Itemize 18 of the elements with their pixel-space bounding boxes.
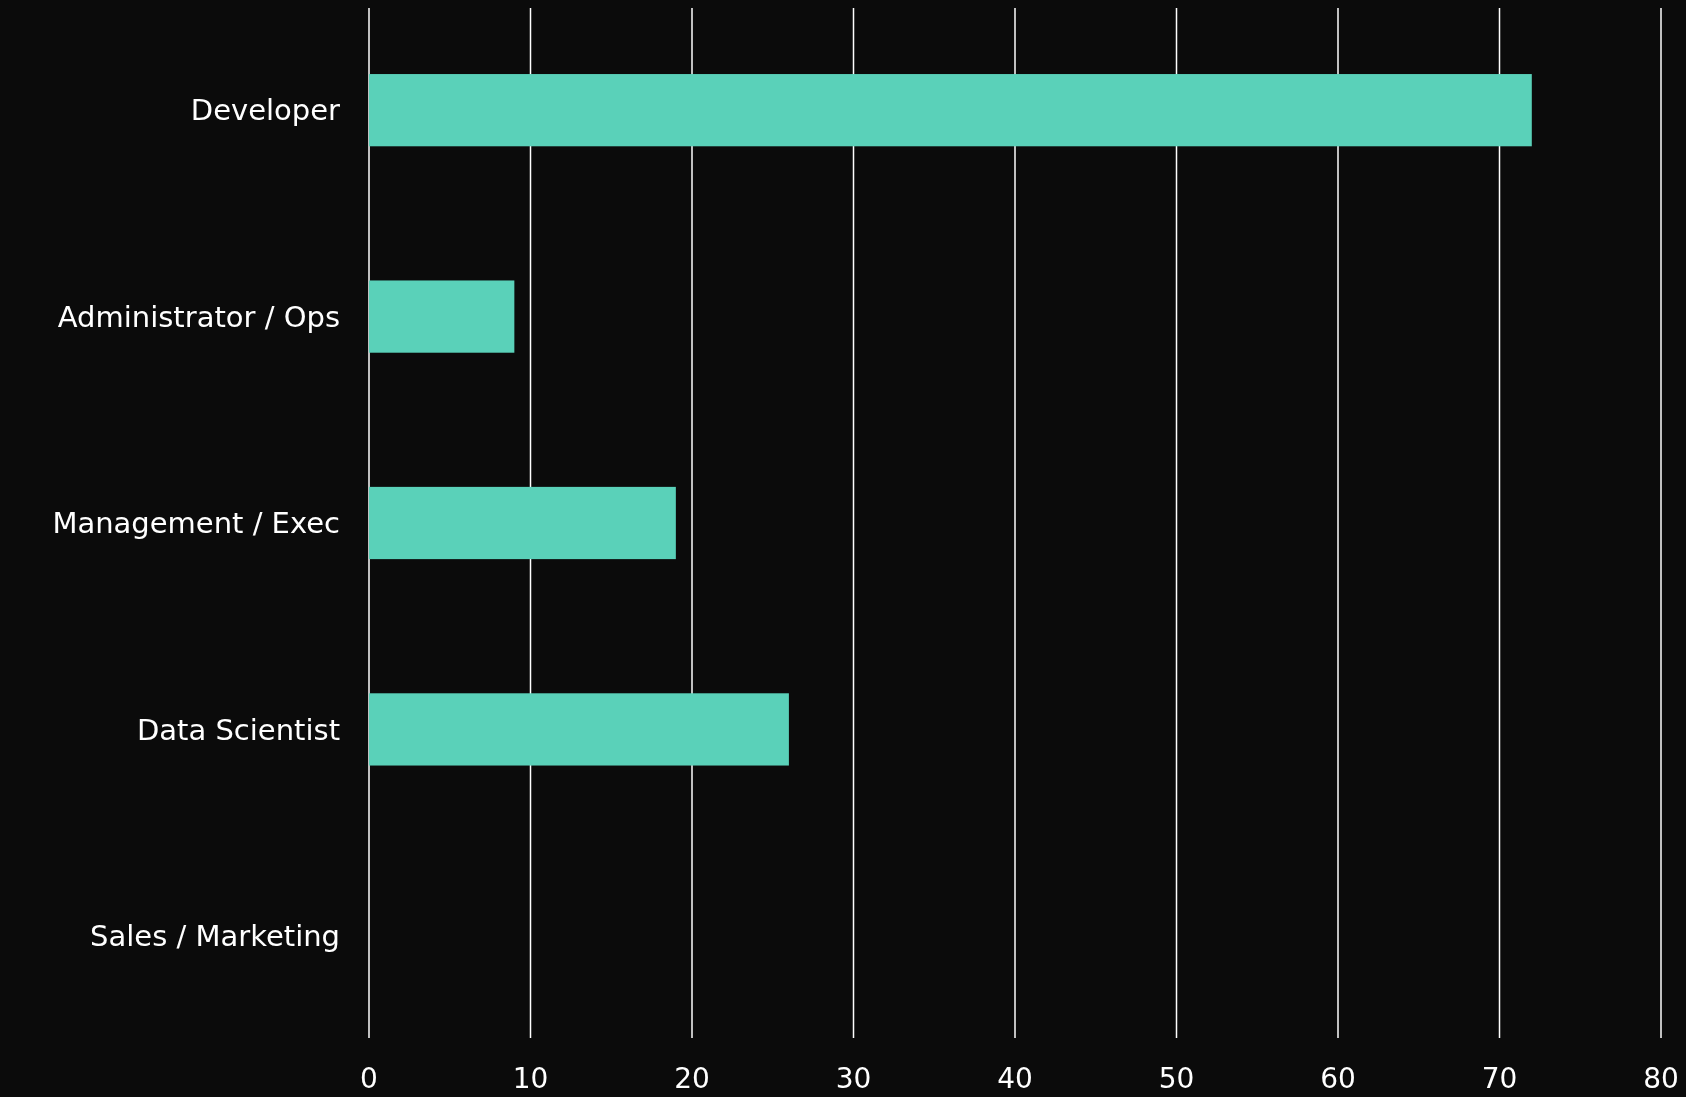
y-tick-label: Administrator / Ops [57, 299, 340, 334]
bar [369, 693, 789, 766]
x-tick-label: 80 [1643, 1062, 1679, 1095]
x-tick-label: 40 [997, 1062, 1033, 1095]
x-tick-label: 0 [360, 1062, 378, 1095]
x-tick-label: 70 [1481, 1062, 1518, 1095]
y-tick-label: Management / Exec [52, 506, 340, 541]
x-tick-label: 60 [1320, 1062, 1356, 1095]
bar [369, 74, 1532, 147]
y-tick-label: Data Scientist [137, 712, 340, 747]
x-tick-label: 20 [674, 1062, 710, 1095]
bar [369, 486, 676, 560]
x-tick-label: 50 [1158, 1062, 1195, 1095]
y-tick-label: Sales / Marketing [90, 918, 340, 953]
bar [369, 280, 515, 353]
x-tick-label: 10 [512, 1062, 549, 1095]
y-tick-label: Developer [190, 93, 341, 128]
x-tick-label: 30 [835, 1062, 872, 1095]
